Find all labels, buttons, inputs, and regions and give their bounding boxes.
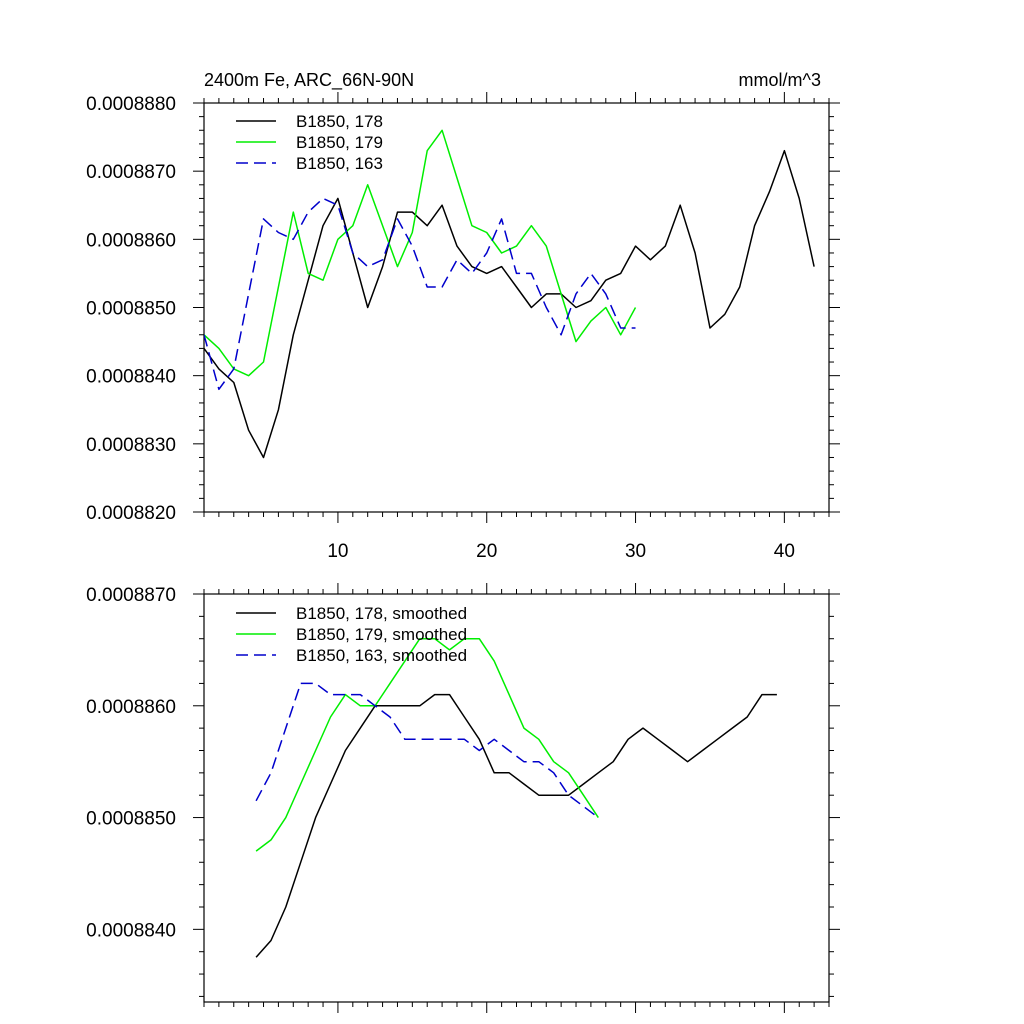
- y-tick-label: 0.0008870: [86, 585, 176, 606]
- series-line-1: [255, 693, 777, 958]
- y-tick-label: 0.0008850: [86, 809, 176, 830]
- chart-panel-2: 0.0008840 0.0008850 0.0008860 0.0008870 B185…: [86, 583, 840, 1013]
- legend-label-1: B1850, 178, smoothed: [296, 604, 467, 623]
- series-line-3: [204, 197, 636, 391]
- series-line-1: [204, 149, 815, 459]
- y-tick-label: 0.0008870: [86, 162, 176, 183]
- legend-label-2: B1850, 179, smoothed: [296, 625, 467, 644]
- series-line-3: [255, 682, 599, 819]
- legend-label-1: B1850, 178: [296, 112, 383, 131]
- series-line-2: [255, 637, 599, 852]
- y-tick-label: 0.0008820: [86, 503, 176, 524]
- legend-label-3: B1850, 163: [296, 154, 383, 173]
- legend-label-2: B1850, 179: [296, 133, 383, 152]
- y-tick-label: 0.0008840: [86, 920, 176, 941]
- y-tick-label: 0.0008850: [86, 299, 176, 320]
- x-tick-label: 20: [476, 541, 497, 562]
- x-tick-label: 40: [774, 541, 795, 562]
- units-label: mmol/m^3: [739, 70, 821, 90]
- y-tick-label: 0.0008880: [86, 94, 176, 115]
- y-tick-label: 0.0008860: [86, 230, 176, 251]
- x-tick-label: 10: [327, 541, 348, 562]
- series-line-2: [204, 129, 637, 377]
- y-tick-label: 0.0008840: [86, 367, 176, 388]
- x-tick-label: 30: [625, 541, 646, 562]
- y-tick-label: 0.0008860: [86, 697, 176, 718]
- legend-label-3: B1850, 163, smoothed: [296, 646, 467, 665]
- y-tick-label: 0.0008830: [86, 435, 176, 456]
- chart-panel-1: 10 20 30 40 0.0008820 0.0008830 0.0008840 0.000…: [86, 70, 840, 562]
- chart-title: 2400m Fe, ARC_66N-90N: [204, 70, 414, 91]
